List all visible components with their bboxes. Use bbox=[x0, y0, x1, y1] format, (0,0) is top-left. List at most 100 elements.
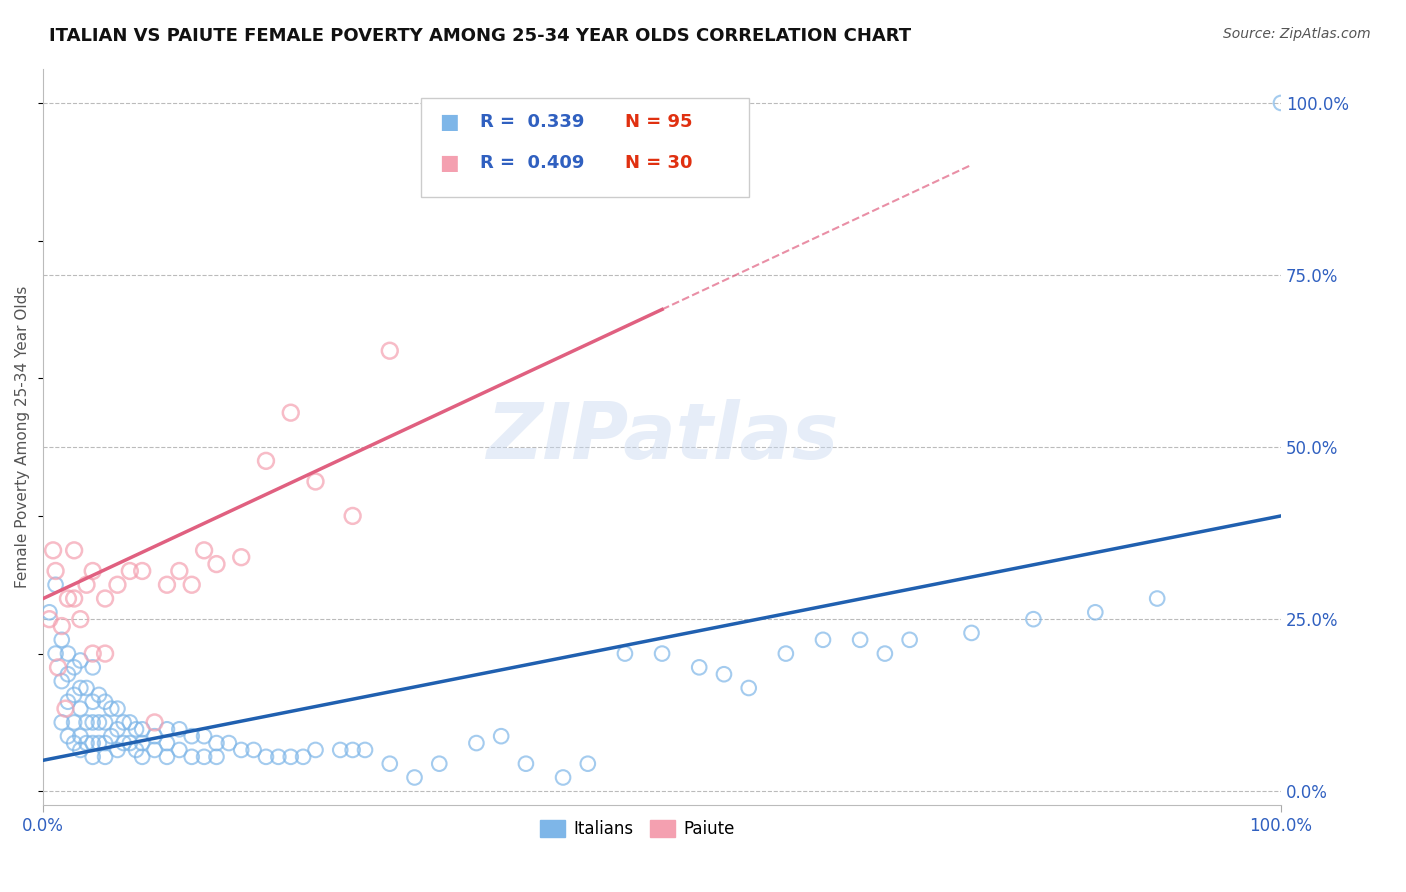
Point bbox=[94, 749, 117, 764]
Point bbox=[218, 736, 240, 750]
Point bbox=[100, 729, 122, 743]
Point bbox=[131, 749, 153, 764]
Point bbox=[76, 736, 98, 750]
Point bbox=[125, 723, 148, 737]
Point bbox=[63, 591, 86, 606]
Point bbox=[76, 681, 98, 695]
Point bbox=[354, 743, 377, 757]
Text: ZIPatlas: ZIPatlas bbox=[486, 399, 838, 475]
Point bbox=[205, 749, 228, 764]
Point bbox=[156, 736, 179, 750]
Point bbox=[94, 736, 117, 750]
Point bbox=[193, 749, 215, 764]
Point bbox=[898, 632, 921, 647]
Point bbox=[169, 723, 191, 737]
Point bbox=[205, 557, 228, 571]
Point bbox=[156, 749, 179, 764]
Point bbox=[169, 564, 191, 578]
FancyBboxPatch shape bbox=[420, 98, 749, 197]
Point bbox=[69, 729, 91, 743]
Point bbox=[69, 701, 91, 715]
Point bbox=[107, 743, 129, 757]
Point bbox=[342, 508, 364, 523]
Point bbox=[131, 723, 153, 737]
Point bbox=[1270, 95, 1292, 110]
Point bbox=[651, 647, 673, 661]
Point bbox=[254, 749, 277, 764]
Point bbox=[94, 647, 117, 661]
Point bbox=[169, 743, 191, 757]
Point bbox=[82, 736, 104, 750]
Point bbox=[69, 653, 91, 667]
Point bbox=[688, 660, 710, 674]
Point bbox=[112, 736, 135, 750]
Point bbox=[613, 647, 636, 661]
Point bbox=[56, 647, 79, 661]
Point bbox=[292, 749, 315, 764]
Point bbox=[304, 743, 326, 757]
Point bbox=[107, 723, 129, 737]
Point bbox=[107, 578, 129, 592]
Point bbox=[51, 715, 73, 730]
Point bbox=[63, 736, 86, 750]
Point bbox=[56, 667, 79, 681]
Point bbox=[811, 632, 834, 647]
Point bbox=[143, 729, 166, 743]
Point bbox=[87, 736, 110, 750]
Point bbox=[69, 743, 91, 757]
Point bbox=[280, 406, 302, 420]
Point bbox=[193, 543, 215, 558]
Point bbox=[960, 626, 983, 640]
Point bbox=[156, 723, 179, 737]
Point bbox=[427, 756, 450, 771]
Legend: Italians, Paiute: Italians, Paiute bbox=[533, 813, 741, 845]
Point bbox=[713, 667, 735, 681]
Point bbox=[69, 681, 91, 695]
Point bbox=[42, 543, 65, 558]
Point bbox=[56, 695, 79, 709]
Point bbox=[38, 605, 60, 619]
Point bbox=[94, 695, 117, 709]
Text: ■: ■ bbox=[439, 112, 458, 131]
Point bbox=[267, 749, 290, 764]
Point bbox=[118, 736, 141, 750]
Point bbox=[404, 771, 426, 785]
Text: R =  0.339: R = 0.339 bbox=[479, 112, 585, 130]
Point bbox=[45, 564, 67, 578]
Point bbox=[87, 715, 110, 730]
Point bbox=[131, 564, 153, 578]
Point bbox=[118, 564, 141, 578]
Point bbox=[515, 756, 537, 771]
Point bbox=[231, 550, 253, 565]
Point bbox=[280, 749, 302, 764]
Point bbox=[342, 743, 364, 757]
Point bbox=[46, 660, 69, 674]
Point bbox=[873, 647, 896, 661]
Text: N = 30: N = 30 bbox=[624, 153, 692, 172]
Point bbox=[231, 743, 253, 757]
Point bbox=[131, 736, 153, 750]
Point bbox=[125, 743, 148, 757]
Point bbox=[156, 578, 179, 592]
Point bbox=[849, 632, 872, 647]
Point bbox=[112, 715, 135, 730]
Y-axis label: Female Poverty Among 25-34 Year Olds: Female Poverty Among 25-34 Year Olds bbox=[15, 285, 30, 588]
Point bbox=[465, 736, 488, 750]
Point bbox=[378, 343, 401, 358]
Point bbox=[87, 688, 110, 702]
Point bbox=[143, 715, 166, 730]
Point bbox=[180, 729, 202, 743]
Point bbox=[82, 647, 104, 661]
Point bbox=[51, 632, 73, 647]
Point bbox=[55, 701, 77, 715]
Point bbox=[1084, 605, 1107, 619]
Point bbox=[63, 688, 86, 702]
Point bbox=[143, 743, 166, 757]
Point bbox=[56, 729, 79, 743]
Point bbox=[576, 756, 599, 771]
Point bbox=[205, 736, 228, 750]
Point bbox=[378, 756, 401, 771]
Point bbox=[304, 475, 326, 489]
Point bbox=[45, 647, 67, 661]
Point bbox=[63, 715, 86, 730]
